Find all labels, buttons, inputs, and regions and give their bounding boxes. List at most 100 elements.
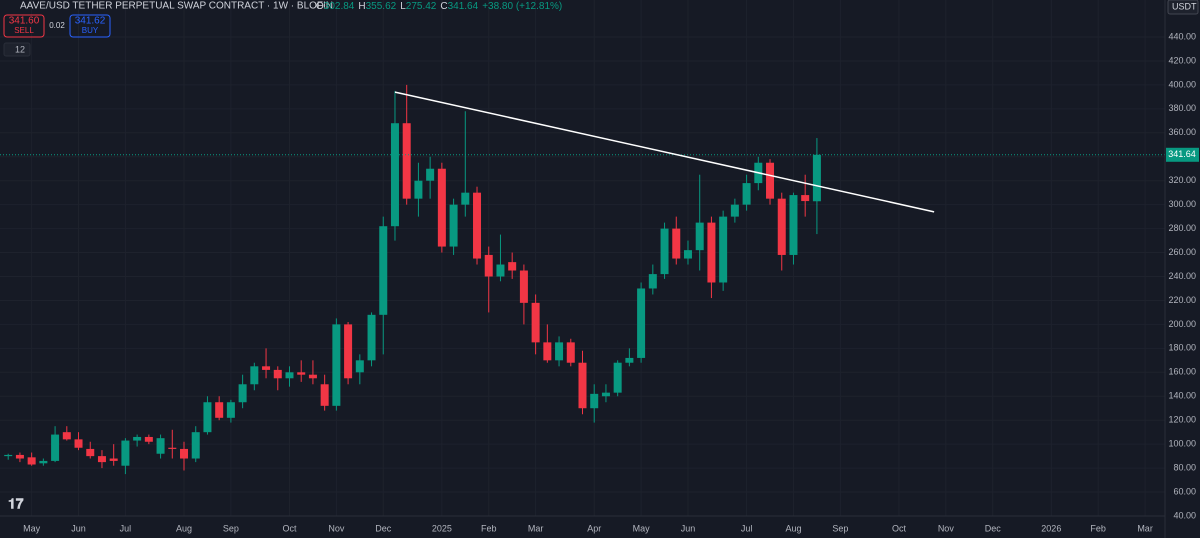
candle-body — [156, 438, 165, 454]
currency-button[interactable] — [1167, 0, 1199, 15]
buy-label: BUY — [82, 26, 99, 35]
symbol: AAVE/USD TETHER PERPETUAL SWAP CONTRACT … — [20, 1, 333, 12]
last-price-label: 341.64 — [1168, 149, 1196, 159]
candle-body — [332, 324, 341, 406]
sell-button[interactable] — [3, 14, 45, 38]
x-tick-label: 2025 — [432, 523, 452, 533]
candle-body — [297, 372, 306, 375]
x-tick-label: Sep — [832, 523, 848, 533]
ohlc-letter: C — [440, 1, 447, 12]
candle-body — [695, 222, 704, 251]
x-tick-label: Nov — [938, 523, 955, 533]
y-tick-label: 160.00 — [1168, 367, 1196, 377]
candle-body — [4, 454, 13, 457]
candle-body — [812, 154, 821, 202]
candles — [0, 84, 1165, 475]
x-tick-label: Nov — [328, 523, 345, 533]
candle-body — [226, 402, 235, 418]
candle-body — [238, 384, 247, 403]
candle-body — [39, 460, 48, 464]
buy-price: 341.62 — [75, 16, 106, 27]
candle-body — [285, 372, 294, 379]
candle-body — [484, 254, 493, 277]
x-tick-label: Dec — [375, 523, 392, 533]
candle-body — [801, 195, 810, 202]
sell-price: 341.60 — [9, 16, 40, 27]
x-tick-label: Jul — [120, 523, 132, 533]
candle-body — [531, 302, 540, 343]
candle-body — [625, 357, 634, 363]
candle-body — [133, 436, 142, 441]
candle-body — [250, 366, 259, 385]
candle-body — [613, 362, 622, 393]
candle-body — [308, 374, 317, 379]
candle-body — [660, 228, 669, 275]
candle-body — [508, 262, 517, 271]
x-tick-label: Oct — [892, 523, 907, 533]
candle-body — [789, 195, 798, 255]
x-tick-label: Feb — [1090, 523, 1106, 533]
y-tick-label: 180.00 — [1168, 343, 1196, 353]
candle-body — [62, 432, 71, 440]
y-tick-label: 260.00 — [1168, 247, 1196, 257]
logo: 𝟏𝟕 — [8, 496, 24, 512]
x-tick-label: Aug — [176, 523, 192, 533]
x-tick-label: Mar — [528, 523, 544, 533]
x-tick-label: 2026 — [1041, 523, 1061, 533]
y-tick-label: 120.00 — [1168, 415, 1196, 425]
y-tick-label: 420.00 — [1168, 55, 1196, 65]
y-tick-label: 100.00 — [1168, 439, 1196, 449]
y-tick-label: 280.00 — [1168, 223, 1196, 233]
candle-body — [719, 216, 728, 283]
candle-body — [683, 250, 692, 259]
ohlc-values: O302.84 H355.62 L275.42 C341.64 +38.80 (+12.… — [316, 1, 562, 12]
candle-body — [426, 168, 435, 181]
ohlc-value: 341.64 — [448, 1, 479, 12]
y-tick-label: 440.00 — [1168, 31, 1196, 41]
candle-body — [344, 324, 353, 379]
y-tick-label: 360.00 — [1168, 127, 1196, 137]
x-tick-label: Aug — [785, 523, 801, 533]
candle-body — [648, 274, 657, 289]
candle-body — [97, 456, 106, 463]
candle-body — [742, 183, 751, 205]
candle-body — [590, 393, 599, 409]
candle-body — [74, 439, 83, 448]
y-tick-label: 380.00 — [1168, 103, 1196, 113]
buy-button[interactable] — [69, 14, 111, 38]
candle-body — [168, 447, 177, 449]
candle-body — [51, 434, 60, 461]
candle-body — [766, 162, 775, 199]
candle-body — [414, 180, 423, 199]
candle-body — [637, 288, 646, 358]
ohlc-letter: H — [358, 1, 365, 12]
y-tick-label: 240.00 — [1168, 271, 1196, 281]
candle-body — [543, 342, 552, 361]
candle-body — [449, 204, 458, 247]
ohlc-value: 302.84 — [324, 1, 355, 12]
grid — [0, 0, 1165, 516]
candle-body — [144, 436, 153, 442]
candle-body — [777, 198, 786, 255]
candle-body — [601, 392, 610, 397]
candle-body — [27, 457, 36, 465]
x-tick-label: Apr — [587, 523, 601, 533]
candle-body — [121, 440, 130, 466]
y-tick-label: 220.00 — [1168, 295, 1196, 305]
ohlc-value: 355.62 — [366, 1, 397, 12]
x-tick-label: Jul — [741, 523, 753, 533]
candle-body — [578, 362, 587, 409]
ohlc-legend: O302.84 H355.62 L275.42 C341.64 +38.80 (+12.… — [316, 1, 562, 12]
y-tick-label: 40.00 — [1173, 510, 1196, 520]
currency: USDT — [1172, 1, 1197, 11]
indicator-toggle[interactable] — [3, 42, 31, 57]
x-tick-label: Jun — [681, 523, 696, 533]
candle-body — [461, 192, 470, 205]
candle-body — [379, 226, 388, 315]
trendline — [394, 91, 935, 213]
candle-body — [15, 454, 24, 459]
y-tick-label: 300.00 — [1168, 199, 1196, 209]
x-tick-label: Sep — [223, 523, 239, 533]
